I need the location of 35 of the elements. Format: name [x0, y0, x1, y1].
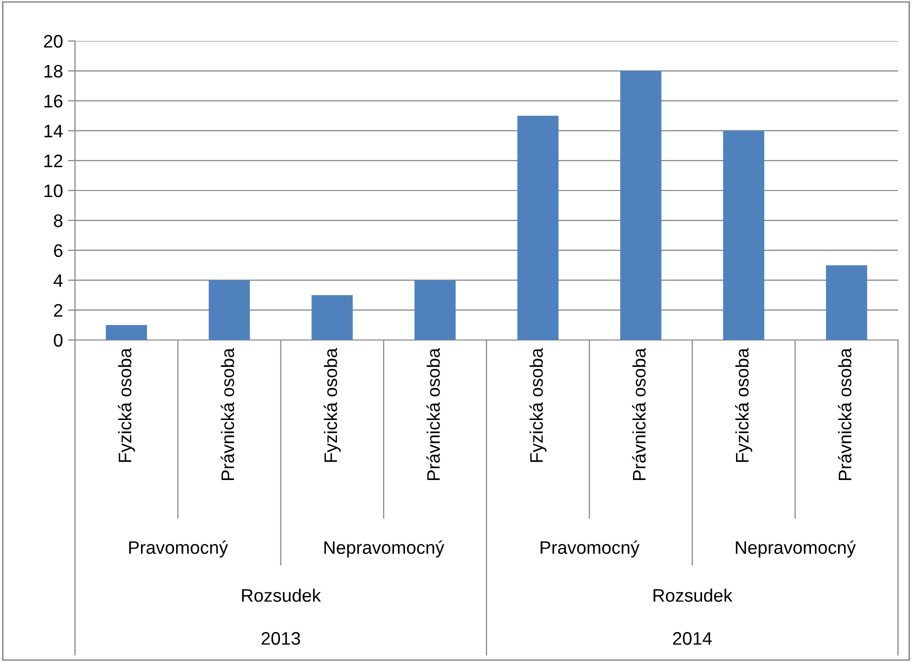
- x-tick-label: Právnická osoba: [632, 348, 646, 480]
- y-tick-label: 18: [44, 64, 62, 78]
- text: Rozsudek: [654, 588, 732, 602]
- text: Nepravomocný: [324, 540, 444, 558]
- x-tick-label: Fyzická osoba: [118, 348, 135, 462]
- text: Nepravomocný: [736, 540, 856, 558]
- bar: [723, 130, 764, 340]
- x-tick-label: Právnická osoba: [220, 348, 234, 480]
- bar: [517, 116, 559, 340]
- x-tick-label: Fyzická osoba: [324, 348, 341, 462]
- text: 2013: [262, 632, 300, 645]
- bar: [312, 295, 353, 340]
- y-tick-label: 10: [44, 184, 62, 198]
- y-tick-label: 12: [44, 154, 62, 168]
- text: Rozsudek: [242, 588, 321, 602]
- x-tick-label: Fyzická osoba: [735, 348, 752, 462]
- x-tick-label: Fyzická osoba: [529, 348, 546, 462]
- bar: [826, 265, 868, 340]
- y-tick-label: 8: [54, 214, 62, 228]
- x-tick-label: Právnická osoba: [426, 348, 440, 480]
- text: 2014: [673, 632, 712, 645]
- x-tick-label: Právnická osoba: [838, 348, 852, 480]
- y-tick-label: 6: [54, 244, 62, 258]
- y-tick-label: 4: [54, 274, 63, 287]
- bar: [208, 280, 250, 340]
- y-tick-label: 20: [44, 34, 62, 48]
- text: Pravomocný: [540, 540, 640, 558]
- y-tick-label: 14: [44, 124, 63, 138]
- bar: [620, 70, 662, 340]
- text: Pravomocný: [129, 540, 228, 558]
- bar: [414, 280, 456, 340]
- y-tick-label: 0: [54, 334, 62, 347]
- bar: [106, 325, 148, 340]
- y-tick-label: 2: [54, 304, 62, 317]
- y-tick-label: 16: [44, 94, 62, 108]
